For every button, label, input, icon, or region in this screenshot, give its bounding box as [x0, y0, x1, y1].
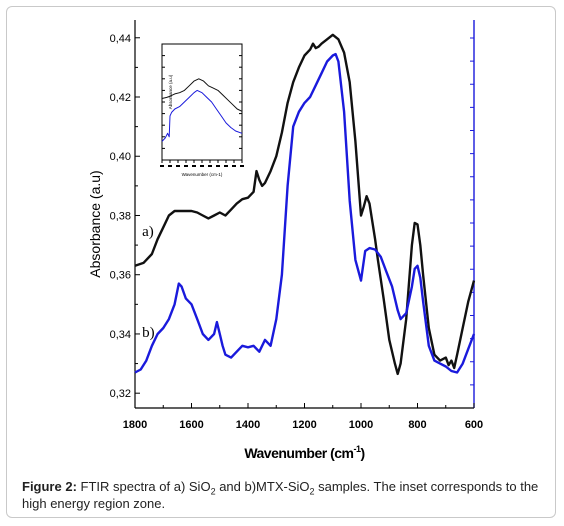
- inset-y-axis-label: Absorbance (a.u): [168, 74, 173, 109]
- y-tick-label: 0,38: [110, 210, 131, 222]
- inset-x-tick-label: [168, 165, 172, 167]
- y-tick-label: 0,34: [110, 329, 131, 341]
- caption-sub-1: 2: [210, 486, 216, 497]
- inset-x-axis-label: Wavenumber (cm-1): [182, 172, 223, 177]
- series-a-line: [134, 33, 476, 376]
- inset-x-tick-label: [200, 165, 204, 167]
- inset-x-tick-label: [232, 165, 236, 167]
- figure-frame: [6, 6, 556, 518]
- x-tick-label: 1800: [123, 419, 147, 431]
- caption-text-2: and b)MTX-SiO: [215, 479, 310, 494]
- series-annotation: b): [142, 325, 155, 341]
- inset-x-tick-label: [224, 165, 228, 167]
- inset-x-tick-label: [184, 165, 188, 167]
- x-tick-label: 1600: [179, 419, 203, 431]
- y-tick-label: 0,40: [110, 151, 131, 163]
- series-annotation: a): [142, 224, 154, 240]
- inset-frame: [161, 43, 243, 161]
- inset-x-tick-label: [160, 165, 164, 167]
- y-tick-label: 0,44: [110, 33, 131, 45]
- y-tick-label: 0,36: [110, 270, 131, 282]
- inset-x-tick-label: [208, 165, 212, 167]
- caption-text-3: samples. The inset corresponds to the hi…: [22, 479, 539, 511]
- inset-x-tick-label: [192, 165, 196, 167]
- inset-plot: Wavenumber (cm-1) Absorbance (a.u): [160, 43, 244, 177]
- x-axis-label: Wavenumber (cm-1): [244, 444, 364, 461]
- x-tick-label: 1400: [236, 419, 260, 431]
- x-tick-label: 1200: [292, 419, 316, 431]
- inset-x-tick-label: [176, 165, 180, 167]
- inset-x-tick-label: [216, 165, 220, 167]
- main-plot: 0,32 0,34 0,36 0,38 0,40 0,42 0,44 1800 1600 1400…: [87, 20, 483, 461]
- y-tick-label: 0,42: [110, 92, 131, 104]
- inset-series-a-line: [161, 78, 243, 112]
- inset-x-tick-label: [240, 165, 244, 167]
- series-b-line: [134, 52, 476, 374]
- x-tick-label: 800: [408, 419, 426, 431]
- x-tick-label: 1000: [349, 419, 373, 431]
- y-axis-label: Absorbance (a.u): [87, 170, 103, 277]
- x-tick-label: 600: [465, 419, 483, 431]
- caption-text-1: FTIR spectra of a) SiO: [76, 479, 211, 494]
- inset-series-b-line: [161, 89, 243, 142]
- figure-caption: Figure 2: FTIR spectra of a) SiO2 and b)…: [22, 478, 550, 512]
- caption-sub-2: 2: [309, 486, 315, 497]
- caption-label: Figure 2:: [22, 479, 77, 494]
- y-tick-label: 0,32: [110, 388, 131, 400]
